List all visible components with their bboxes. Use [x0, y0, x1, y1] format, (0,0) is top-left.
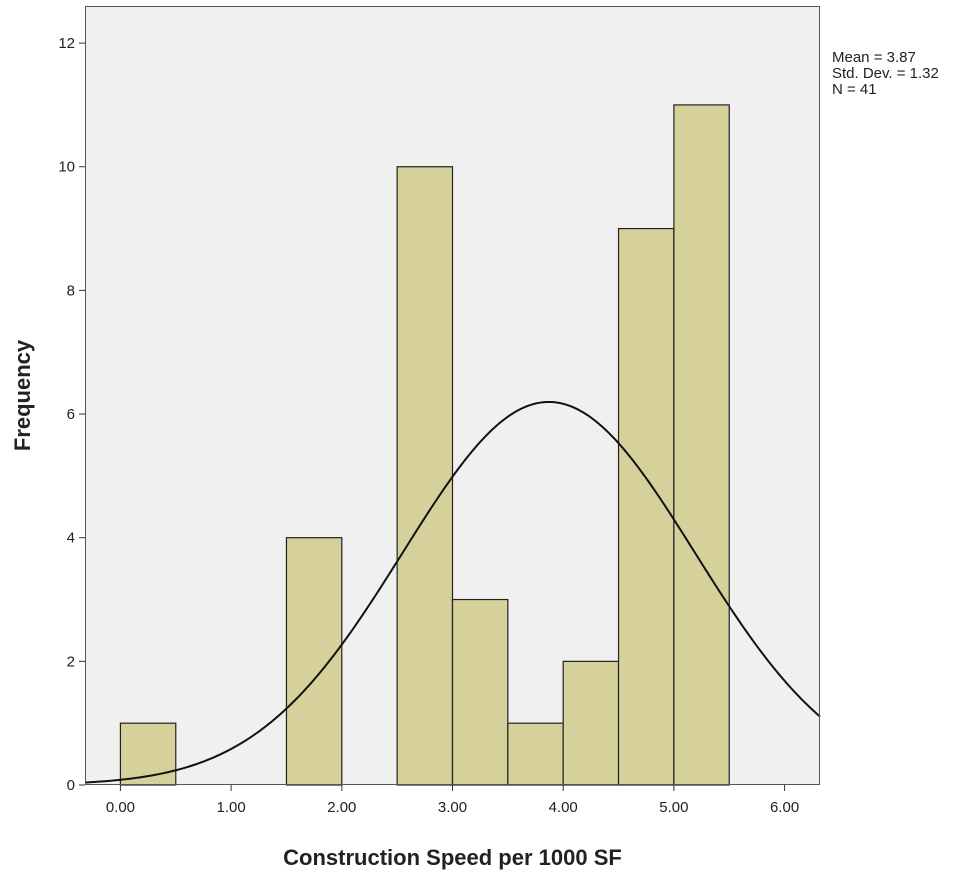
y-tick-label: 6: [67, 406, 75, 423]
y-axis: 0 2 4 6 8 10 12: [58, 35, 85, 794]
stats-n: N = 41: [832, 81, 877, 98]
x-tick-label: 6.00: [770, 799, 799, 816]
y-tick-label: 12: [58, 35, 75, 52]
stats-std-dev: Std. Dev. = 1.32: [832, 65, 939, 82]
y-tick-label: 0: [67, 777, 75, 794]
plot-frame: [85, 6, 820, 785]
x-axis-title: Construction Speed per 1000 SF: [283, 845, 622, 870]
x-tick-label: 1.00: [217, 799, 246, 816]
histogram-bar: [673, 104, 730, 786]
histogram-bar: [451, 598, 509, 786]
stats-mean: Mean = 3.87: [832, 49, 916, 66]
x-tick-label: 5.00: [659, 799, 688, 816]
histogram-bar: [396, 166, 454, 786]
x-tick-label: 3.00: [438, 799, 467, 816]
y-tick-label: 4: [67, 530, 75, 547]
x-tick-label: 4.00: [549, 799, 578, 816]
x-tick-label: 0.00: [106, 799, 135, 816]
normal-curve: [84, 400, 821, 784]
histogram-bar: [562, 660, 620, 786]
y-tick-label: 10: [58, 159, 75, 176]
histogram-bar: [507, 722, 564, 786]
x-axis: 0.00 1.00 2.00 3.00 4.00 5.00 6.00: [106, 785, 799, 816]
y-axis-title: Frequency: [10, 339, 35, 451]
x-tick-label: 2.00: [327, 799, 356, 816]
bars-group: [119, 104, 730, 786]
y-tick-label: 8: [67, 282, 75, 299]
histogram-bar: [285, 537, 343, 786]
histogram-bar: [119, 722, 177, 786]
y-tick-label: 2: [67, 653, 75, 670]
stats-legend: Mean = 3.87 Std. Dev. = 1.32 N = 41: [832, 49, 939, 98]
